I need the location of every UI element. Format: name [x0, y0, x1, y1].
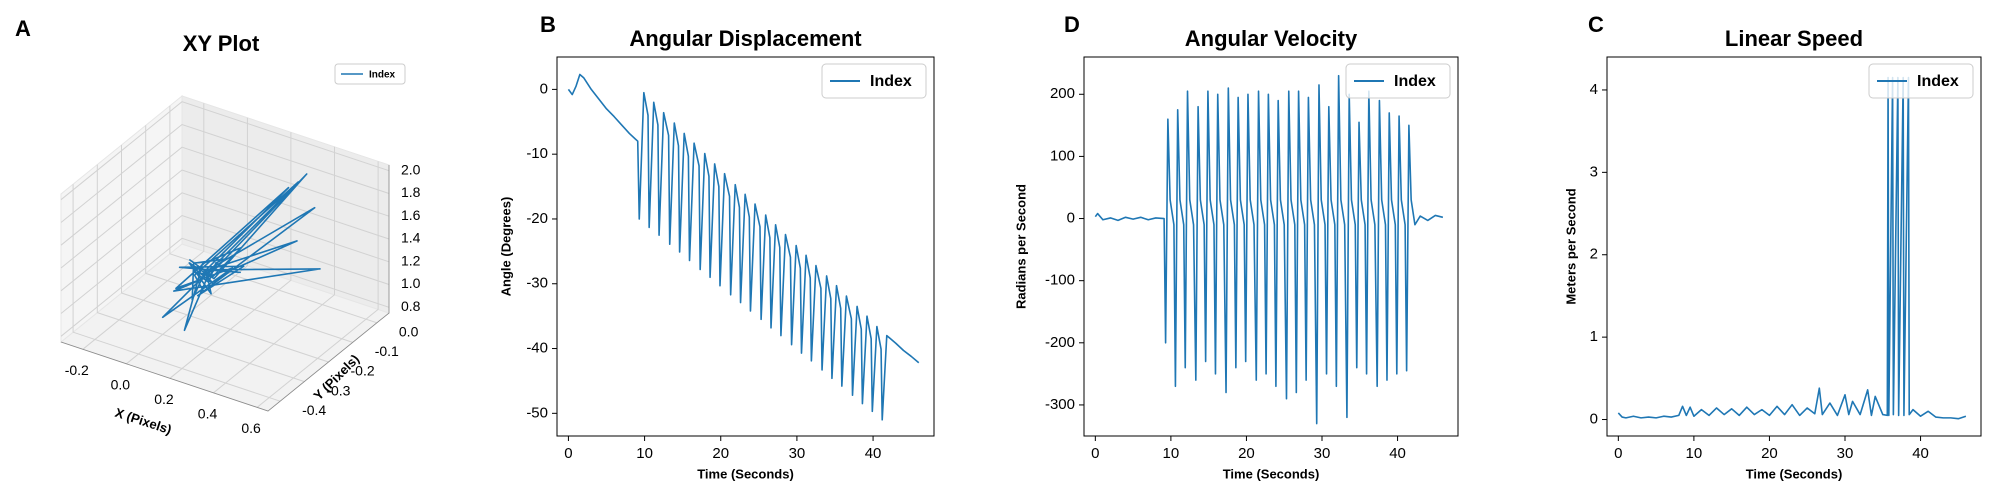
x-tick-label: 20 — [712, 445, 729, 462]
z-tick-label: 1.8 — [401, 184, 421, 200]
y-tick-label: -10 — [526, 145, 548, 162]
x-tick-label: 40 — [1389, 445, 1406, 462]
chart-title: Linear Speed — [1725, 26, 1863, 51]
y-tick-label: 1 — [1590, 328, 1598, 345]
panel-label: B — [540, 12, 556, 37]
grid-line — [213, 146, 335, 394]
grid-line — [60, 101, 390, 201]
axis-edge — [60, 165, 390, 412]
x-tick-label: 30 — [789, 445, 806, 462]
x-tick-label: 0.2 — [154, 391, 174, 407]
x-tick-label: 20 — [1238, 445, 1255, 462]
x-tick-label: -0.2 — [65, 362, 89, 378]
x-tick-label: 0 — [564, 445, 572, 462]
y-tick-label: -20 — [526, 210, 548, 227]
data-line — [567, 73, 920, 421]
legend-label: Index — [369, 70, 396, 81]
grid-line — [169, 105, 378, 324]
y-axis-label: Radians per Second — [1013, 184, 1028, 309]
panel-label: D — [1064, 12, 1080, 37]
grid-line — [60, 123, 390, 223]
x-tick-label: 30 — [1314, 445, 1331, 462]
y-tick-label: 2 — [1590, 246, 1598, 263]
grid-line — [60, 214, 390, 314]
x-tick-label: 20 — [1761, 445, 1778, 462]
grid-line — [60, 237, 390, 337]
grid-line — [60, 146, 390, 246]
x-tick-label: 0 — [1091, 445, 1099, 462]
chart-title: XY Plot — [183, 31, 260, 56]
x-axis-label: Time (Seconds) — [1746, 466, 1843, 481]
legend-label: Index — [1394, 73, 1436, 90]
legend-label: Index — [870, 73, 912, 90]
y-tick-label: 0 — [1590, 410, 1598, 427]
x-tick-label: 40 — [865, 445, 882, 462]
legend-box — [1868, 63, 1974, 99]
y-tick-label: 0.0 — [399, 324, 419, 340]
grid-line — [60, 169, 390, 269]
x-tick-label: 10 — [636, 445, 653, 462]
y-tick-label: -0.1 — [375, 343, 399, 359]
x-axis-label: Time (Seconds) — [697, 466, 794, 481]
z-tick-label: 0.8 — [401, 298, 421, 314]
grid-line — [82, 103, 205, 350]
x-tick-label: 0 — [1614, 445, 1622, 462]
panel-label: A — [15, 16, 31, 41]
y-tick-label: -0.4 — [302, 402, 326, 418]
z-tick-label: 2.0 — [401, 161, 421, 177]
y-tick-label: 4 — [1590, 81, 1598, 98]
chart-title: Angular Velocity — [1185, 26, 1358, 51]
y-tick-label: -30 — [526, 275, 548, 292]
x-tick-label: 0.4 — [198, 406, 218, 422]
x-tick-label: 10 — [1163, 445, 1180, 462]
plot-area — [1083, 56, 1459, 437]
z-tick-label: 1.6 — [401, 207, 421, 223]
legend-box — [1345, 63, 1451, 99]
x-axis-label: Time (Seconds) — [1223, 466, 1320, 481]
grid-line — [96, 164, 305, 383]
y-axis-label: Meters per Second — [1563, 188, 1578, 304]
grid-line — [145, 125, 353, 343]
y-tick-label: -300 — [1045, 396, 1075, 413]
x-tick-label: 0.6 — [241, 420, 261, 436]
y-tick-label: 0 — [1067, 210, 1075, 227]
grid-line — [126, 117, 248, 365]
data-line — [161, 173, 321, 332]
x-axis-label: X (Pixels) — [113, 405, 173, 437]
y-tick-label: -0.3 — [326, 382, 350, 398]
chart-title: Angular Displacement — [629, 26, 862, 51]
legend-box — [334, 63, 406, 85]
y-tick-label: 3 — [1590, 163, 1598, 180]
x-tick-label: 30 — [1837, 445, 1854, 462]
y-tick-label: -0.2 — [351, 363, 375, 379]
z-tick-label: 1.0 — [401, 275, 421, 291]
grid-line — [121, 145, 329, 363]
z-tick-label: 1.2 — [401, 252, 421, 268]
y-axis-label: Angle (Degrees) — [498, 197, 513, 297]
z-tick-label: 1.4 — [401, 230, 421, 246]
grid-line — [60, 192, 390, 292]
y-tick-label: 200 — [1050, 85, 1075, 102]
plot-area — [1606, 56, 1982, 437]
grid-line — [72, 184, 281, 402]
y-tick-label: -200 — [1045, 334, 1075, 351]
legend-label: Index — [1917, 73, 1959, 90]
x-tick-label: 40 — [1912, 445, 1929, 462]
y-tick-label: -50 — [526, 404, 548, 421]
data-line — [1094, 74, 1444, 425]
y-tick-label: 0 — [540, 80, 548, 97]
legend-box — [821, 63, 927, 99]
x-tick-label: 0.0 — [111, 376, 131, 392]
grid-line — [169, 132, 292, 379]
x-tick-label: 10 — [1686, 445, 1703, 462]
y-tick-label: -40 — [526, 340, 548, 357]
y-tick-label: 100 — [1050, 147, 1075, 164]
panel-label: C — [1588, 12, 1604, 37]
data-line — [1617, 76, 1967, 420]
grid-line — [256, 161, 379, 408]
y-tick-label: -100 — [1045, 272, 1075, 289]
plot-area — [556, 56, 935, 437]
